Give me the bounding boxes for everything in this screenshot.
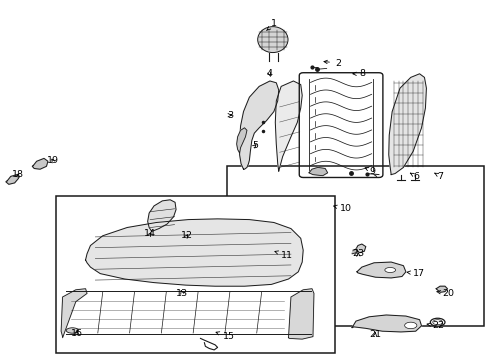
Polygon shape bbox=[275, 81, 302, 171]
Ellipse shape bbox=[404, 322, 416, 329]
Polygon shape bbox=[32, 158, 48, 169]
Polygon shape bbox=[355, 244, 365, 253]
Ellipse shape bbox=[432, 320, 442, 325]
Text: 6: 6 bbox=[409, 172, 418, 181]
Text: 18: 18 bbox=[12, 170, 24, 179]
Polygon shape bbox=[288, 289, 313, 339]
Polygon shape bbox=[351, 249, 356, 254]
Polygon shape bbox=[147, 200, 176, 231]
Text: 13: 13 bbox=[176, 289, 188, 298]
Text: 3: 3 bbox=[227, 111, 233, 120]
Bar bbox=[56, 196, 334, 353]
Ellipse shape bbox=[384, 267, 395, 273]
Text: 14: 14 bbox=[144, 230, 156, 239]
Text: 15: 15 bbox=[216, 332, 234, 341]
Ellipse shape bbox=[429, 318, 444, 326]
Text: 10: 10 bbox=[333, 204, 351, 213]
Text: 16: 16 bbox=[71, 328, 83, 338]
Polygon shape bbox=[61, 289, 87, 338]
Bar bbox=[227, 166, 483, 326]
Text: 9: 9 bbox=[365, 166, 374, 175]
Text: 2: 2 bbox=[324, 58, 340, 68]
Text: 21: 21 bbox=[368, 330, 381, 339]
Text: 4: 4 bbox=[266, 69, 272, 78]
Text: 1: 1 bbox=[266, 19, 277, 31]
Polygon shape bbox=[388, 74, 426, 175]
Text: 20: 20 bbox=[436, 289, 454, 298]
Polygon shape bbox=[356, 262, 405, 278]
Text: 5: 5 bbox=[251, 141, 257, 150]
Text: 7: 7 bbox=[434, 172, 443, 181]
Text: 22: 22 bbox=[426, 321, 444, 330]
Polygon shape bbox=[435, 286, 447, 292]
Text: 11: 11 bbox=[274, 251, 293, 260]
Text: 19: 19 bbox=[46, 156, 59, 165]
Ellipse shape bbox=[257, 27, 287, 53]
Text: 12: 12 bbox=[181, 231, 193, 240]
Polygon shape bbox=[85, 219, 303, 286]
Polygon shape bbox=[236, 128, 246, 153]
Polygon shape bbox=[308, 167, 327, 176]
Ellipse shape bbox=[66, 328, 78, 333]
Text: 8: 8 bbox=[352, 69, 365, 78]
Polygon shape bbox=[239, 81, 278, 169]
Polygon shape bbox=[6, 175, 19, 184]
Text: 17: 17 bbox=[406, 269, 425, 278]
Text: 23: 23 bbox=[351, 249, 364, 258]
Polygon shape bbox=[351, 315, 421, 332]
